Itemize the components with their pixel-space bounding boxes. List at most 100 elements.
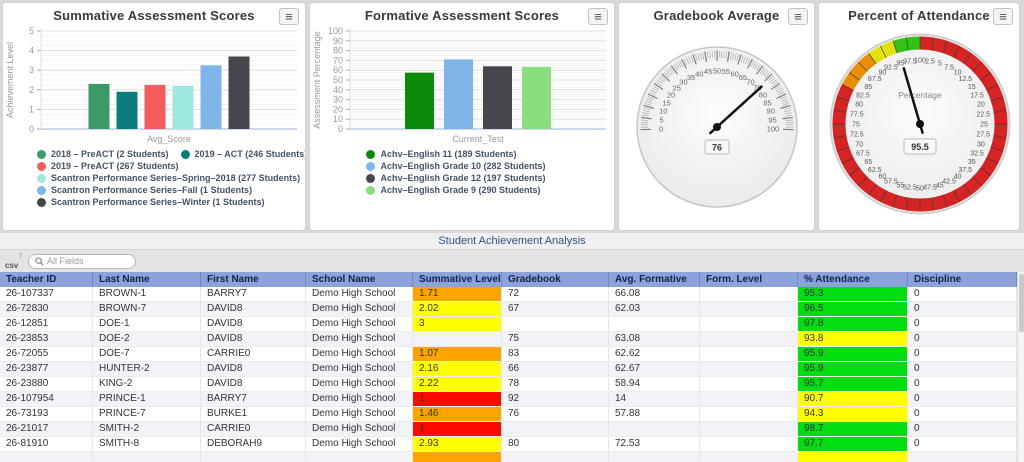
cell: 0 [908,437,1017,451]
gauge-scale-label: 75 [852,122,860,129]
cell: 75 [502,332,609,346]
y-tick-label: 4 [29,46,34,56]
column-header-school-name[interactable]: School Name [306,272,413,287]
search-field-container [28,254,136,269]
y-tick-label: 90 [333,36,343,46]
hamburger-icon: ≡ [999,9,1007,24]
bar-formative[interactable] [444,59,473,129]
bar-summative[interactable] [229,56,250,129]
legend-item[interactable]: Achv–English 11 (189 Students) [366,149,516,159]
cell: Demo High School [306,347,413,361]
chart-menu-button[interactable]: ≡ [588,8,608,25]
legend-item[interactable]: 2019 – PreACT (267 Students) [37,161,179,171]
summative-level-cell: 2.02 [413,302,502,316]
legend-swatch-icon [37,162,46,171]
bar-summative[interactable] [173,86,194,129]
panel-title-formative: Formative Assessment Scores [310,3,614,23]
legend-item[interactable]: Scantron Performance Series–Winter (1 St… [37,197,264,207]
table-row[interactable]: 26-72055DOE-7CARRIE0Demo High School1.07… [0,347,1024,362]
bar-summative[interactable] [89,84,110,129]
gauge-scale-label: 55 [722,67,730,76]
column-header-gradebook[interactable]: Gradebook [502,272,609,287]
panel-title-summative: Summative Assessment Scores [3,3,305,23]
column-header--attendance[interactable]: % Attendance [798,272,908,287]
chart-menu-button[interactable]: ≡ [279,8,299,25]
legend-item[interactable]: Achv–English Grade 10 (282 Students) [366,161,545,171]
search-icon [35,257,44,266]
vertical-scrollbar[interactable] [1017,272,1024,462]
column-header-summative-level[interactable]: Summative Level [413,272,502,287]
cell [609,422,700,436]
column-header-form-level[interactable]: Form. Level [700,272,798,287]
cell: 67 [502,302,609,316]
chart-menu-button[interactable]: ≡ [788,8,808,25]
gauge-scale-label: 87.5 [868,76,882,83]
column-header-avg-formative[interactable]: Avg. Formative [609,272,700,287]
column-header-last-name[interactable]: Last Name [93,272,201,287]
cell: 0 [908,392,1017,406]
x-axis-label: Current_Test [452,134,504,144]
cell: 0 [908,347,1017,361]
table-row[interactable]: 26-107337BROWN-1BARRY7Demo High School1.… [0,287,1024,302]
y-axis-label: Achievement Level [5,42,15,118]
table-row[interactable]: 26-23877HUNTER-2DAVID8Demo High School2.… [0,362,1024,377]
bar-formative[interactable] [483,66,512,129]
gauge-scale-label: 17.5 [970,92,984,99]
legend-item[interactable]: 2019 – ACT (246 Students) [181,149,306,159]
cell [201,452,306,462]
cell: Demo High School [306,362,413,376]
legend-item[interactable]: Achv–English Grade 12 (197 Students) [366,173,545,183]
legend-label: Achv–English 11 (189 Students) [380,149,516,159]
cell: CARRIE0 [201,422,306,436]
y-tick-label: 70 [333,55,343,65]
cell: BURKE1 [201,407,306,421]
legend-item[interactable]: Scantron Performance Series–Fall (1 Stud… [37,185,252,195]
table-row[interactable]: 26-81910SMITH-8DEBORAH9Demo High School2… [0,437,1024,452]
table-row[interactable]: 26-72830BROWN-7DAVID8Demo High School2.0… [0,302,1024,317]
legend-label: 2019 – PreACT (267 Students) [51,161,179,171]
gauge-pivot [713,123,721,131]
attendance-cell: 95.7 [798,377,908,391]
legend-item[interactable]: 2018 – PreACT (2 Students) [37,149,169,159]
table-row[interactable]: 26-23880KING-2DAVID8Demo High School2.22… [0,377,1024,392]
bar-summative[interactable] [145,85,166,129]
csv-export-button[interactable]: ↑ csv [5,253,23,270]
y-tick-label: 3 [29,65,34,75]
cell [700,437,798,451]
bar-formative[interactable] [405,73,434,129]
cell: 66 [502,362,609,376]
column-header-first-name[interactable]: First Name [201,272,306,287]
column-header-discipline[interactable]: Discipline [908,272,1017,287]
gauge-scale-label: 70 [855,141,863,148]
panel-formative-assessment: Formative Assessment Scores ≡ 0102030405… [309,2,615,231]
chart-menu-button[interactable]: ≡ [993,8,1013,25]
gauge-scale-label: 60 [731,69,739,78]
table-row[interactable]: 26-21017SMITH-2CARRIE0Demo High School19… [0,422,1024,437]
legend-item[interactable]: Achv–English Grade 9 (290 Students) [366,185,540,195]
attendance-gauge: 2.557.51012.51517.52022.52527.53032.5353… [819,23,1020,228]
legend-swatch-icon [366,186,375,195]
bar-summative[interactable] [201,65,222,129]
bar-formative[interactable] [522,67,551,129]
table-row[interactable]: 26-107954PRINCE-1BARRY7Demo High School1… [0,392,1024,407]
panel-summative-assessment: Summative Assessment Scores ≡ 012345Avg_… [2,2,306,231]
legend-item[interactable]: Scantron Performance Series–Spring–2018 … [37,173,300,183]
legend-row: Achv–English Grade 12 (197 Students) [366,173,557,183]
panel-title-attendance: Percent of Attendance [819,3,1019,23]
scrollbar-thumb[interactable] [1019,274,1024,332]
bar-summative[interactable] [117,92,138,129]
table-row[interactable]: 26-73193PRINCE-7BURKE1Demo High School1.… [0,407,1024,422]
legend-row: 2019 – PreACT (267 Students) [37,161,305,171]
cell: 66.08 [609,287,700,301]
table-row[interactable] [0,452,1024,462]
cell: 26-72055 [0,347,93,361]
charts-row: Summative Assessment Scores ≡ 012345Avg_… [0,0,1024,231]
search-input[interactable] [47,256,129,266]
table-row[interactable]: 26-23853DOE-2DAVID8Demo High School7563.… [0,332,1024,347]
cell: 78 [502,377,609,391]
summative-level-cell: 1 [413,392,502,406]
table-row[interactable]: 26-12851DOE-1DAVID8Demo High School397.8… [0,317,1024,332]
attendance-cell: 93.8 [798,332,908,346]
column-header-teacher-id[interactable]: Teacher ID [0,272,93,287]
gauge-scale-label: 2.5 [925,58,935,65]
